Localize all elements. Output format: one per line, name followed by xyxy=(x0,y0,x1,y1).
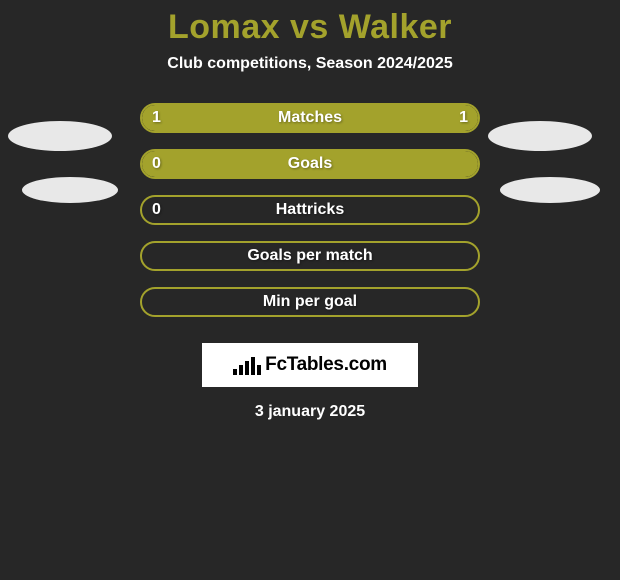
stat-bar: Hattricks0 xyxy=(140,195,480,225)
stat-value-left: 0 xyxy=(152,201,161,219)
date-label: 3 january 2025 xyxy=(255,403,365,421)
stat-value-right: 1 xyxy=(459,109,468,127)
stat-value-left: 0 xyxy=(152,155,161,173)
stat-label: Goals per match xyxy=(142,247,478,265)
stat-value-left: 1 xyxy=(152,109,161,127)
logo-bar xyxy=(233,369,237,375)
bar-chart-icon xyxy=(233,355,261,375)
root-container: Lomax vs Walker Club competitions, Seaso… xyxy=(0,0,620,421)
stat-label: Goals xyxy=(142,155,478,173)
decorative-ellipse xyxy=(8,121,112,151)
logo-bar xyxy=(239,365,243,375)
stat-bar: Goals0 xyxy=(140,149,480,179)
logo-bar xyxy=(251,357,255,375)
decorative-ellipse xyxy=(22,177,118,203)
logo-bar xyxy=(245,361,249,375)
stat-row: Min per goal xyxy=(0,287,620,317)
logo-bar xyxy=(257,365,261,375)
stat-label: Min per goal xyxy=(142,293,478,311)
logo-text: FcTables.com xyxy=(265,354,387,376)
stat-label: Matches xyxy=(142,109,478,127)
decorative-ellipse xyxy=(500,177,600,203)
stat-bar: Matches1 1 xyxy=(140,103,480,133)
stat-label: Hattricks xyxy=(142,201,478,219)
stat-row: Goals per match xyxy=(0,241,620,271)
stat-row: Goals0 xyxy=(0,149,620,179)
fctables-logo[interactable]: FcTables.com xyxy=(202,343,418,387)
page-title: Lomax vs Walker xyxy=(168,8,452,47)
stat-bar: Goals per match xyxy=(140,241,480,271)
stat-bar: Min per goal xyxy=(140,287,480,317)
decorative-ellipse xyxy=(488,121,592,151)
page-subtitle: Club competitions, Season 2024/2025 xyxy=(167,55,452,73)
